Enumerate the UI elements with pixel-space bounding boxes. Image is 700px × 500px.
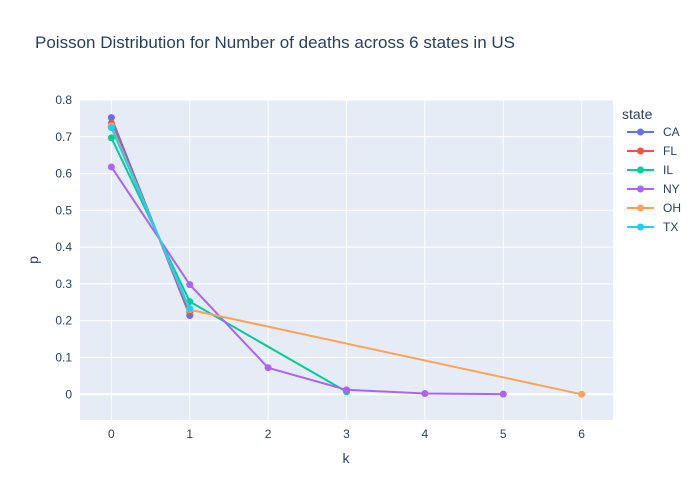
x-axis-title: k [343, 450, 351, 466]
legend-item-fl[interactable]: FL [627, 144, 677, 158]
y-tick-label: 0.2 [55, 314, 72, 328]
y-tick-labels: 0 0.1 0.2 0.3 0.4 0.5 0.6 0.7 0.8 [55, 93, 72, 401]
y-tick-label: 0 [65, 387, 72, 401]
y-tick-label: 0.4 [55, 240, 72, 254]
data-point-ny[interactable] [421, 390, 429, 398]
data-point-ny[interactable] [107, 163, 115, 171]
legend-label: IL [663, 163, 673, 177]
y-axis-title: p [25, 256, 41, 264]
legend-swatch-marker [637, 223, 644, 231]
legend-label: NY [663, 182, 680, 196]
y-tick-label: 0.8 [55, 93, 72, 107]
legend-label: CA [663, 125, 680, 139]
data-point-ny[interactable] [264, 364, 272, 372]
series-group [107, 114, 586, 398]
chart-title: Poisson Distribution for Number of death… [35, 33, 515, 52]
x-tick-label: 6 [578, 427, 585, 441]
data-point-ny[interactable] [186, 281, 194, 289]
data-point-tx[interactable] [186, 305, 194, 313]
x-tick-label: 1 [186, 427, 193, 441]
legend-title: state [622, 106, 653, 122]
series-line-ny [110, 166, 504, 396]
legend-item-ca[interactable]: CA [627, 125, 680, 139]
legend-swatch-marker [637, 185, 644, 193]
data-point-ny[interactable] [343, 386, 350, 394]
y-tick-label: 0.1 [55, 350, 72, 364]
legend-swatch-marker [637, 128, 644, 136]
x-tick-label: 2 [265, 427, 272, 441]
x-tick-label: 0 [108, 427, 115, 441]
legend-swatch-marker [637, 147, 644, 155]
x-tick-label: 5 [500, 427, 507, 441]
y-tick-label: 0.5 [55, 203, 72, 217]
x-tick-label: 3 [343, 427, 350, 441]
y-tick-label: 0.3 [55, 277, 72, 291]
legend-swatch-marker [637, 166, 644, 174]
data-point-ca[interactable] [107, 114, 115, 122]
legend-label: TX [663, 220, 678, 234]
legend-label: FL [663, 144, 677, 158]
legend-item-ny[interactable]: NY [627, 182, 680, 196]
data-point-tx[interactable] [107, 124, 115, 132]
legend-item-oh[interactable]: OH [627, 201, 681, 215]
x-tick-label: 4 [422, 427, 429, 441]
series-ny [107, 163, 507, 398]
data-point-il[interactable] [107, 134, 115, 142]
legend-item-il[interactable]: IL [627, 163, 673, 177]
x-tick-labels: 0 1 2 3 4 5 6 [108, 427, 585, 441]
legend: CA FL IL NY OH TX [627, 125, 681, 234]
legend-label: OH [663, 201, 681, 215]
legend-item-tx[interactable]: TX [627, 220, 678, 234]
series-tx [107, 124, 194, 313]
series-line-tx [110, 127, 191, 309]
data-point-oh[interactable] [578, 390, 586, 398]
y-tick-label: 0.7 [55, 130, 72, 144]
data-point-ny[interactable] [499, 390, 507, 398]
y-tick-label: 0.6 [55, 167, 72, 181]
legend-swatch-marker [637, 204, 644, 212]
